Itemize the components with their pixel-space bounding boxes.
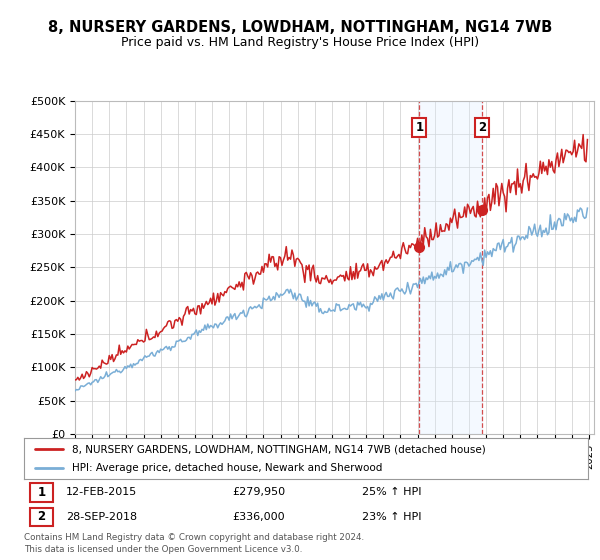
Bar — [29, 507, 53, 526]
Text: 1: 1 — [415, 121, 424, 134]
Text: Contains HM Land Registry data © Crown copyright and database right 2024.
This d: Contains HM Land Registry data © Crown c… — [24, 533, 364, 554]
Text: 1: 1 — [37, 486, 46, 499]
Bar — [29, 483, 53, 502]
Text: 2: 2 — [37, 510, 46, 524]
Text: 12-FEB-2015: 12-FEB-2015 — [66, 487, 137, 497]
Text: HPI: Average price, detached house, Newark and Sherwood: HPI: Average price, detached house, Newa… — [72, 463, 382, 473]
Text: £279,950: £279,950 — [233, 487, 286, 497]
Text: 28-SEP-2018: 28-SEP-2018 — [66, 512, 137, 522]
Text: 23% ↑ HPI: 23% ↑ HPI — [362, 512, 422, 522]
Text: £336,000: £336,000 — [233, 512, 286, 522]
Text: Price paid vs. HM Land Registry's House Price Index (HPI): Price paid vs. HM Land Registry's House … — [121, 36, 479, 49]
Text: 25% ↑ HPI: 25% ↑ HPI — [362, 487, 422, 497]
Text: 8, NURSERY GARDENS, LOWDHAM, NOTTINGHAM, NG14 7WB (detached house): 8, NURSERY GARDENS, LOWDHAM, NOTTINGHAM,… — [72, 445, 485, 455]
Text: 8, NURSERY GARDENS, LOWDHAM, NOTTINGHAM, NG14 7WB: 8, NURSERY GARDENS, LOWDHAM, NOTTINGHAM,… — [48, 20, 552, 35]
Text: 2: 2 — [478, 121, 486, 134]
Bar — [419, 101, 482, 434]
